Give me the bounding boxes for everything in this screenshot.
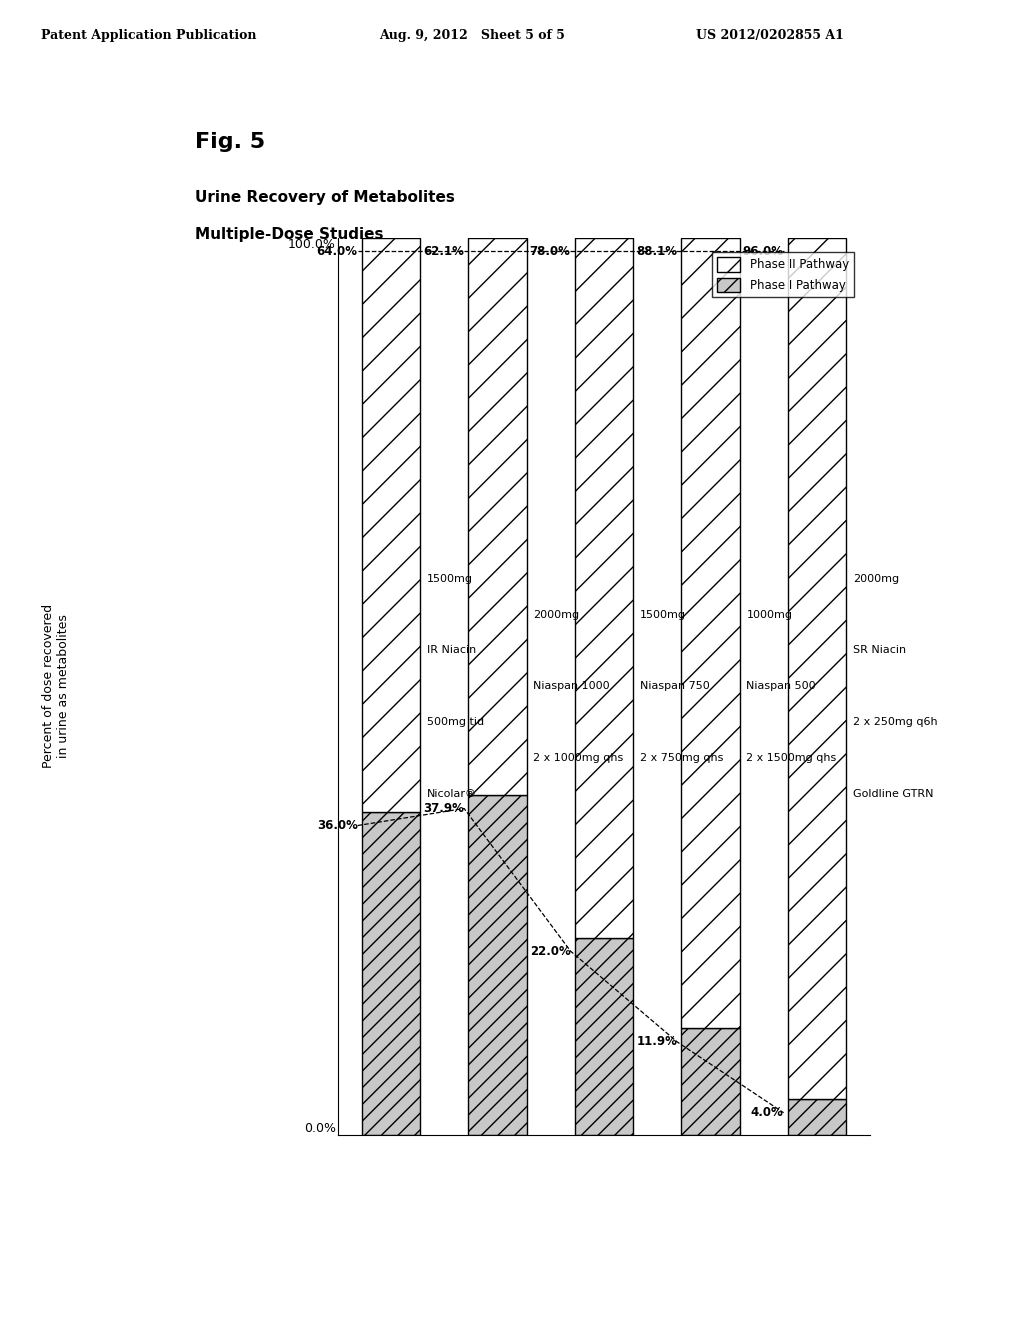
Text: 2 x 1000mg qhs: 2 x 1000mg qhs [534,754,624,763]
Text: 100.0%: 100.0% [288,238,336,251]
Bar [574,937,634,1135]
Bar [574,238,634,937]
Text: US 2012/0202855 A1: US 2012/0202855 A1 [696,29,844,42]
Bar [361,238,421,812]
Text: 1500mg: 1500mg [640,610,686,619]
Text: Percent of dose recovered
in urine as metabolites: Percent of dose recovered in urine as me… [42,605,71,768]
Bar [361,812,421,1135]
Text: 4.0%: 4.0% [751,1106,783,1119]
Text: 2000mg: 2000mg [534,610,580,619]
Text: 88.1%: 88.1% [636,244,677,257]
Text: 0.0%: 0.0% [304,1122,336,1135]
Text: 96.0%: 96.0% [742,244,783,257]
Bar [681,238,740,1028]
Text: Fig. 5: Fig. 5 [195,132,264,152]
Text: 64.0%: 64.0% [316,244,357,257]
Text: 2 x 1500mg qhs: 2 x 1500mg qhs [746,754,837,763]
Text: 62.1%: 62.1% [423,244,464,257]
Bar [681,1028,740,1135]
Text: Nicolar®: Nicolar® [427,789,477,799]
Bar [787,1100,847,1135]
Text: 1500mg: 1500mg [427,574,473,583]
Text: 1000mg: 1000mg [746,610,793,619]
Text: IR Niacin: IR Niacin [427,645,476,656]
Text: 2 x 750mg qhs: 2 x 750mg qhs [640,754,723,763]
Text: 500mg tid: 500mg tid [427,717,484,727]
Text: Multiple-Dose Studies: Multiple-Dose Studies [195,227,383,242]
Text: 2000mg: 2000mg [853,574,899,583]
Text: Niaspan 1000: Niaspan 1000 [534,681,610,692]
Text: SR Niacin: SR Niacin [853,645,906,656]
Text: 11.9%: 11.9% [636,1035,677,1048]
Text: 22.0%: 22.0% [529,945,570,958]
Text: Aug. 9, 2012   Sheet 5 of 5: Aug. 9, 2012 Sheet 5 of 5 [379,29,565,42]
Text: Goldline GTRN: Goldline GTRN [853,789,933,799]
Bar [468,238,527,795]
Text: 37.9%: 37.9% [423,803,464,814]
Text: 2 x 250mg q6h: 2 x 250mg q6h [853,717,937,727]
Text: Urine Recovery of Metabolites: Urine Recovery of Metabolites [195,190,455,205]
Text: Niaspan 500: Niaspan 500 [746,681,816,692]
Bar [468,795,527,1135]
Text: 78.0%: 78.0% [529,244,570,257]
Text: 36.0%: 36.0% [316,818,357,832]
Text: Niaspan 750: Niaspan 750 [640,681,710,692]
Bar [787,238,847,1100]
Legend: Phase II Pathway, Phase I Pathway: Phase II Pathway, Phase I Pathway [712,252,854,297]
Text: Patent Application Publication: Patent Application Publication [41,29,256,42]
